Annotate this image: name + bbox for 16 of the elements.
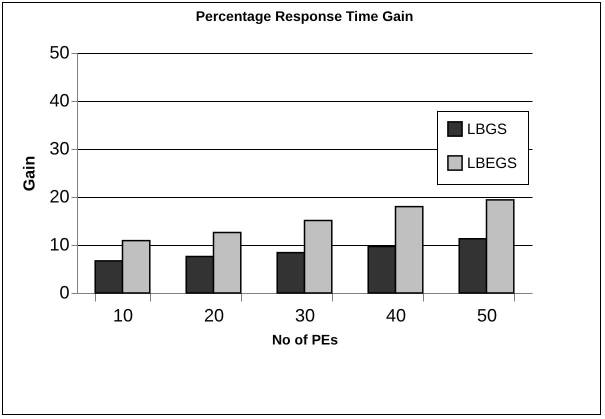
legend-label: LBGS [467,121,508,138]
x-tick-label: 30 [294,306,316,326]
x-tick-label: 10 [112,306,134,326]
y-axis-title: Gain [21,156,38,192]
x-tick-label: 40 [386,306,406,326]
y-tick-label: 20 [49,186,70,206]
legend-label: LBEGS [467,155,518,172]
x-tick-label: 20 [204,306,224,326]
y-tick-label: 30 [49,138,70,158]
y-tick-label: 40 [49,90,70,110]
x-axis-title: No of PEs [272,332,338,348]
y-tick-label: 10 [49,234,70,254]
x-tick-label: 50 [476,306,498,326]
chart-title: Percentage Response Time Gain [196,8,414,24]
y-tick-label: 0 [59,282,70,302]
y-tick-label: 50 [49,42,70,62]
